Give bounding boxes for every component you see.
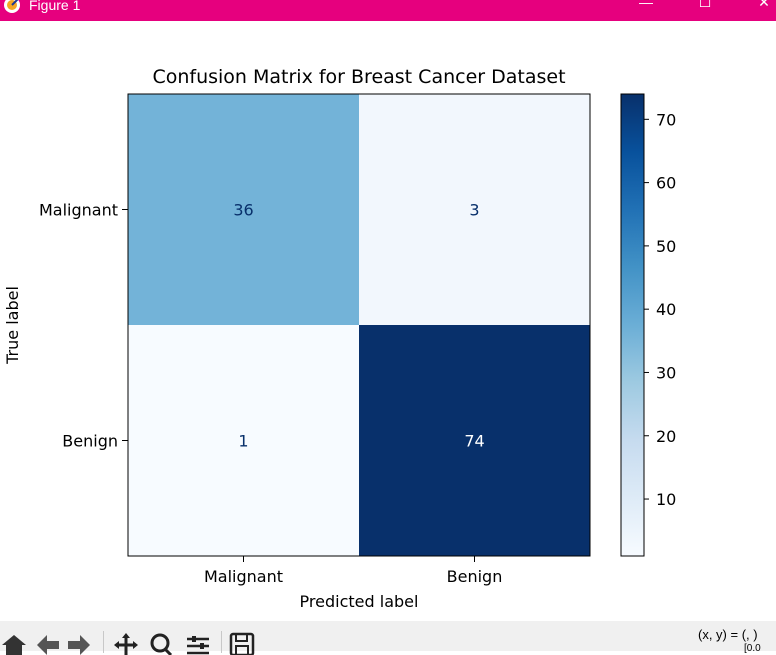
close-button[interactable]: ✕	[758, 0, 770, 10]
cursor-value: [0.0	[744, 643, 761, 654]
colorbar	[620, 93, 645, 557]
pan-icon[interactable]	[112, 631, 140, 655]
confusion-matrix-chart: Confusion Matrix for Breast Cancer Datas…	[3, 66, 676, 611]
heatmap-cells: 36 3 1 74	[128, 94, 590, 556]
colorbar-tick-label: 60	[656, 174, 676, 193]
plot-frame	[127, 93, 591, 557]
colorbar-tick-label: 30	[656, 363, 676, 382]
colorbar-tick-label: 10	[656, 490, 676, 509]
home-icon[interactable]	[0, 631, 28, 655]
colorbar-tick-label: 20	[656, 427, 676, 446]
colorbar-ticks: 10 20 30 40 50 60 70	[644, 110, 676, 509]
cell-value-label: 1	[238, 432, 248, 451]
x-tick-label: Malignant	[204, 567, 283, 586]
toolbar-separator	[103, 631, 104, 653]
colorbar-tick-label: 70	[656, 110, 676, 129]
y-axis-label: True label	[3, 286, 22, 365]
figure-app-icon	[4, 0, 20, 13]
cell-value-label: 74	[464, 432, 484, 451]
minimize-button[interactable]: —	[639, 0, 653, 10]
toolbar-separator	[221, 631, 222, 653]
cell-value-label: 3	[469, 201, 479, 220]
navigation-toolbar	[0, 621, 776, 655]
chart-title: Confusion Matrix for Breast Cancer Datas…	[152, 66, 565, 88]
forward-icon[interactable]	[66, 631, 94, 655]
maximize-button[interactable]: ☐	[698, 0, 712, 10]
heatmap-cell	[128, 94, 359, 325]
x-axis-ticks: Malignant Benign	[204, 556, 502, 586]
x-tick-label: Benign	[447, 567, 503, 586]
cursor-coordinates: (x, y) = (, )	[698, 627, 758, 642]
window-titlebar: Figure 1 — ☐ ✕	[0, 0, 776, 21]
y-tick-label: Malignant	[39, 201, 118, 220]
figure-canvas: Confusion Matrix for Breast Cancer Datas…	[0, 21, 776, 621]
heatmap-cell	[359, 325, 590, 556]
colorbar-tick-label: 50	[656, 237, 676, 256]
y-axis-ticks: Malignant Benign	[39, 201, 128, 451]
zoom-icon[interactable]	[147, 631, 175, 655]
heatmap-cell	[359, 94, 590, 325]
back-icon[interactable]	[33, 631, 61, 655]
heatmap-cell	[128, 325, 359, 556]
window-title: Figure 1	[29, 0, 81, 13]
x-axis-label: Predicted label	[300, 592, 419, 611]
y-tick-label: Benign	[62, 432, 118, 451]
cell-value-label: 36	[233, 201, 253, 220]
configure-subplots-icon[interactable]	[184, 631, 212, 655]
save-icon[interactable]	[228, 631, 256, 655]
colorbar-tick-label: 40	[656, 300, 676, 319]
